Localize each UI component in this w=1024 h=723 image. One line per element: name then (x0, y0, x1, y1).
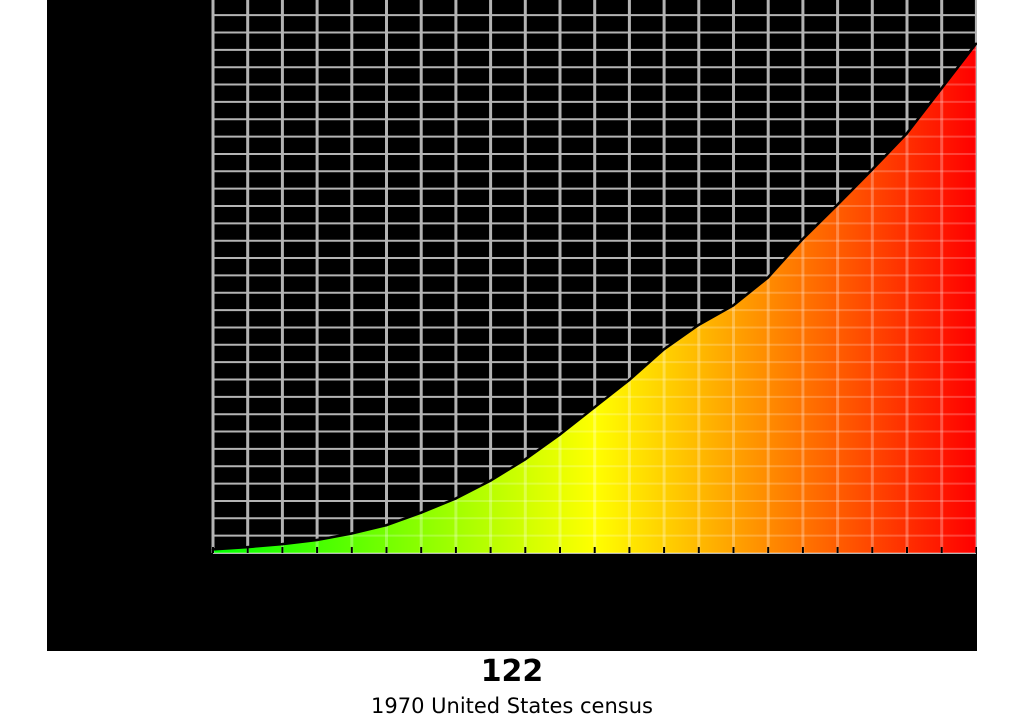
data-point (523, 458, 527, 461)
data-point (350, 532, 353, 535)
data-point (419, 511, 423, 514)
caption-text: 1970 United States census (371, 694, 653, 718)
area-chart (211, 0, 977, 554)
data-point (489, 479, 492, 482)
data-point (836, 203, 839, 206)
data-point (974, 42, 977, 45)
data-point (697, 323, 700, 327)
data-point (940, 87, 943, 90)
caption-number: 122 (480, 654, 544, 689)
data-point (593, 406, 596, 409)
data-point (315, 538, 319, 542)
data-points (211, 42, 977, 551)
area-fill (213, 43, 976, 553)
data-point (732, 304, 735, 307)
chart-panel (47, 0, 977, 651)
data-point (801, 237, 804, 241)
data-point (662, 348, 666, 351)
data-point (281, 542, 284, 546)
data-point (385, 523, 388, 527)
data-point (905, 132, 908, 135)
data-point (558, 433, 562, 436)
data-point (627, 378, 631, 382)
data-point (766, 276, 770, 279)
data-point (870, 168, 874, 172)
data-point (454, 497, 457, 500)
x-axis-ticks (212, 547, 977, 553)
